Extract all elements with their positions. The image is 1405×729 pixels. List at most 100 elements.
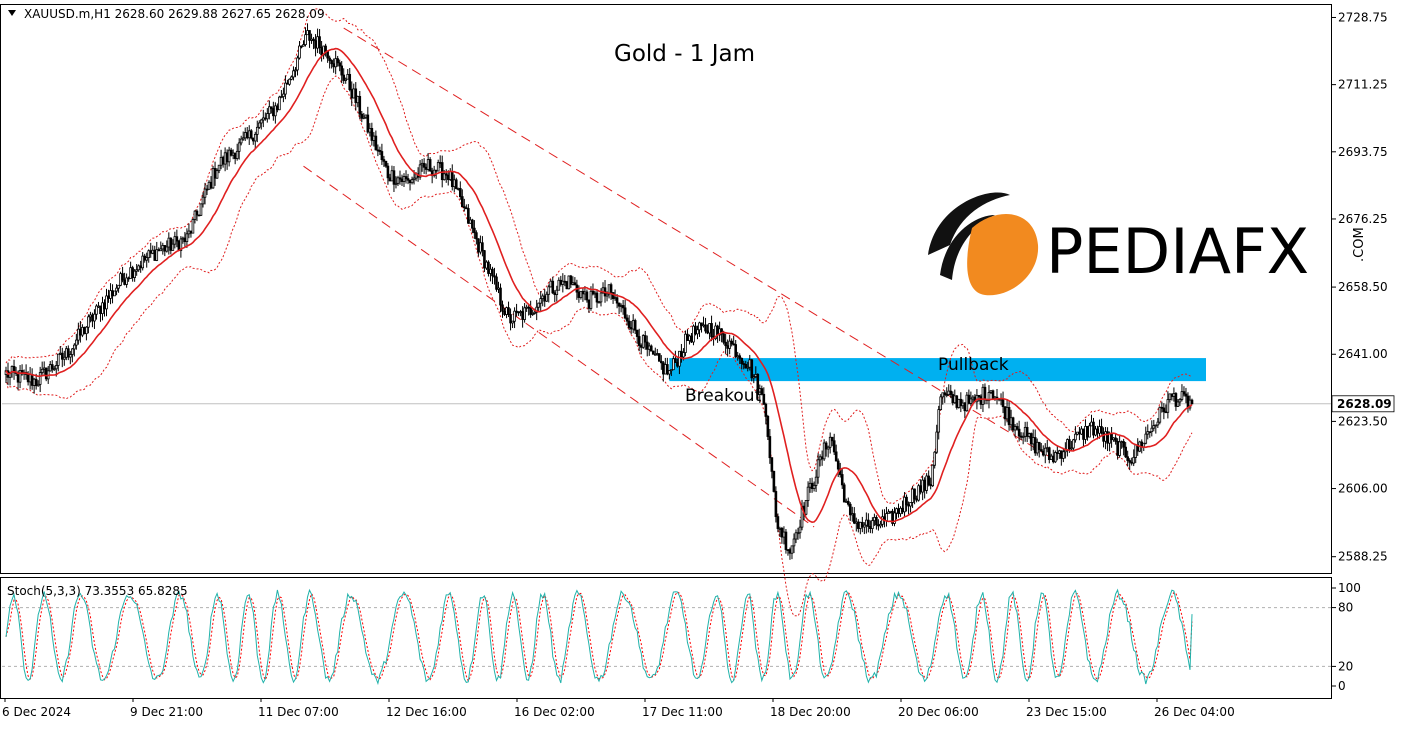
candle-body	[869, 526, 872, 530]
candle-body	[529, 307, 532, 315]
candle-body	[205, 188, 209, 191]
candle-body	[545, 293, 549, 302]
y-tick-label: 2728.75	[1338, 10, 1388, 24]
candle-body	[917, 485, 920, 501]
price-layer	[2, 8, 1331, 617]
candle-body	[1112, 437, 1115, 441]
candle-body	[199, 203, 203, 216]
candle-body	[499, 287, 502, 306]
candle-body	[690, 335, 693, 343]
candle-body	[1001, 398, 1005, 408]
candle-body	[8, 371, 12, 378]
current-price-box	[1331, 395, 1395, 413]
candle-body	[1164, 411, 1168, 414]
candle-body	[1126, 456, 1129, 461]
candle-body	[1056, 452, 1059, 454]
candle-body	[808, 482, 812, 488]
candle-body	[123, 279, 126, 285]
candle-body	[211, 168, 215, 189]
candle-body	[229, 149, 233, 156]
candle-body	[268, 106, 271, 115]
candle-body	[197, 214, 201, 217]
candle-body	[794, 532, 798, 540]
candle-body	[131, 267, 134, 278]
candle-body	[491, 268, 494, 277]
candle-body	[1039, 449, 1043, 452]
candle-body	[565, 281, 569, 290]
candle-body	[595, 292, 599, 303]
candle-body	[396, 177, 400, 184]
candle-body	[859, 521, 862, 529]
candle-body	[330, 60, 333, 65]
candle-body	[1029, 433, 1033, 445]
candle-body	[1037, 441, 1041, 450]
candle-body	[754, 374, 758, 377]
candle-body	[1060, 450, 1063, 459]
candle-body	[1114, 437, 1117, 442]
candle-body	[420, 162, 424, 166]
candle-body	[481, 242, 484, 252]
candle-body	[1009, 417, 1013, 426]
candle-body	[352, 88, 356, 99]
x-tick-label: 9 Dec 21:00	[130, 705, 203, 719]
candle-body	[1120, 441, 1123, 443]
candle-body	[810, 482, 814, 489]
candle-body	[237, 142, 241, 152]
candle-body	[814, 476, 818, 486]
candle-body	[710, 323, 713, 337]
candle-body	[893, 512, 896, 524]
candle-body	[670, 369, 673, 372]
candle-body	[221, 156, 225, 165]
candle-body	[768, 436, 772, 459]
stoch-tick-label: 0	[1338, 679, 1346, 693]
candle-body	[270, 106, 273, 109]
candle-body	[792, 538, 796, 547]
candle-body	[434, 169, 438, 172]
candle-body	[599, 292, 603, 303]
candle-body	[653, 353, 657, 356]
candle-body	[533, 311, 536, 314]
candle-body	[69, 354, 72, 358]
candle-body	[350, 89, 354, 99]
candle-body	[963, 402, 967, 412]
candle-body	[513, 310, 516, 322]
candle-body	[674, 358, 677, 363]
candle-body	[901, 507, 904, 513]
candle-body	[324, 45, 327, 52]
candle-body	[589, 290, 593, 309]
channel-lower-line	[303, 165, 815, 528]
candle-body	[163, 245, 167, 252]
candle-body	[700, 322, 703, 326]
candle-body	[716, 325, 719, 336]
candle-body	[1086, 425, 1089, 438]
candle-body	[1178, 399, 1182, 403]
candle-body	[959, 398, 963, 407]
candle-body	[543, 295, 547, 302]
candle-body	[418, 164, 422, 178]
x-tick-label: 17 Dec 11:00	[642, 705, 723, 719]
candle-body	[696, 329, 699, 335]
candle-body	[438, 162, 442, 164]
candle-body	[374, 135, 378, 151]
candle-body	[85, 326, 88, 335]
candle-body	[913, 488, 916, 500]
candle-body	[625, 317, 629, 322]
candle-body	[941, 392, 945, 398]
candle-body	[101, 302, 104, 315]
candle-body	[465, 207, 468, 210]
candle-body	[137, 265, 140, 271]
candle-body	[943, 392, 947, 396]
candle-body	[1011, 417, 1015, 431]
candle-body	[925, 475, 928, 491]
candle-body	[1092, 421, 1095, 436]
candle-body	[444, 173, 448, 176]
candle-body	[169, 237, 173, 251]
candle-body	[772, 470, 776, 492]
candle-body	[1066, 439, 1069, 451]
candle-body	[181, 237, 185, 240]
candle-body	[573, 282, 577, 286]
candle-body	[531, 312, 534, 315]
candle-body	[919, 485, 922, 493]
y-tick-label: 2606.00	[1338, 482, 1388, 496]
candle-body	[619, 305, 623, 307]
